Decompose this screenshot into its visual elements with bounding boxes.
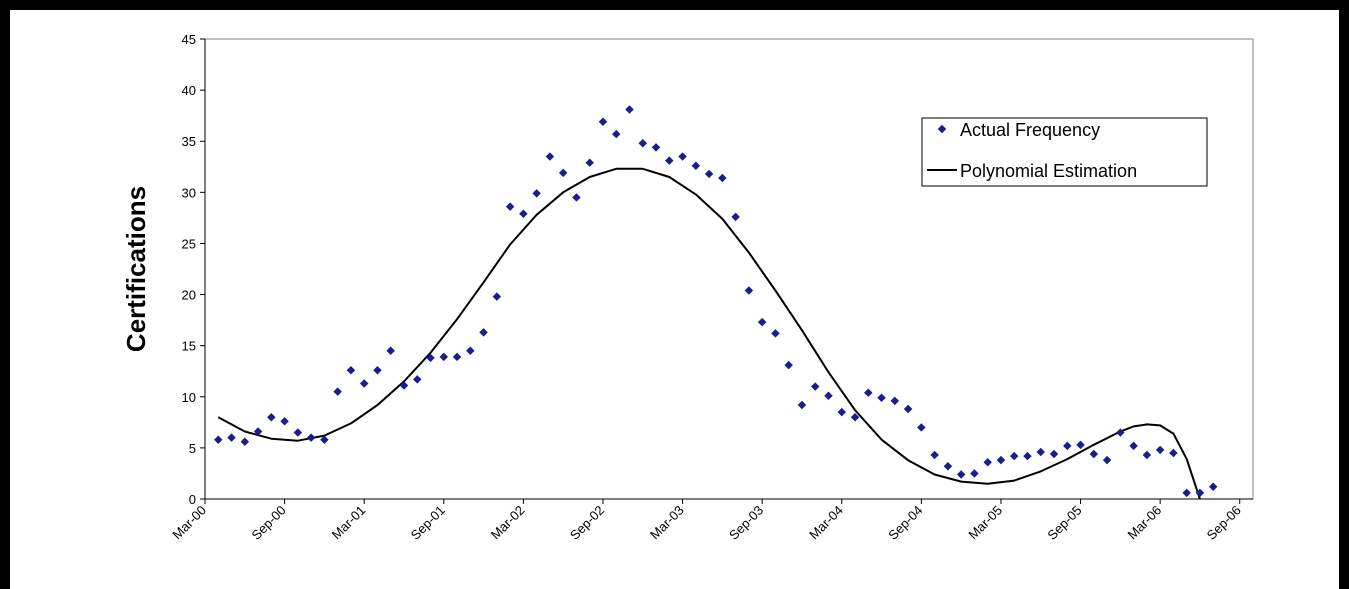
x-tick-label: Sep-00 <box>248 503 288 543</box>
x-axis-ticks: Mar-00 Sep-00 Mar-01 Sep-01 Mar-02 Sep-02 Mar-… <box>169 499 1244 543</box>
actual-frequency-point <box>492 292 502 301</box>
actual-frequency-point <box>466 346 475 356</box>
actual-frequency-point <box>877 393 886 403</box>
y-tick-label: 15 <box>182 339 196 354</box>
actual-frequency-point <box>903 404 913 414</box>
actual-frequency-point <box>320 435 329 444</box>
y-tick-label: 5 <box>189 441 196 456</box>
actual-frequency-point <box>983 457 992 467</box>
actual-frequency-point <box>479 328 488 337</box>
y-tick-label: 45 <box>182 32 196 47</box>
actual-frequency-point <box>426 353 435 363</box>
legend-label-actual: Actual Frequency <box>960 120 1100 140</box>
actual-frequency-point <box>293 428 303 437</box>
x-tick-label: Mar-06 <box>1125 503 1165 543</box>
actual-frequency-point <box>917 423 926 432</box>
actual-frequency-point <box>864 388 873 397</box>
actual-frequency-point <box>359 379 369 388</box>
actual-frequency-point <box>744 286 754 295</box>
legend: Actual Frequency Polynomial Estimation <box>921 117 1208 187</box>
actual-frequency-point <box>1036 447 1045 457</box>
actual-frequency-point <box>505 202 515 211</box>
polynomial-estimation-line <box>217 167 1201 500</box>
actual-frequency-point <box>386 346 395 356</box>
actual-frequency-point <box>1049 449 1059 459</box>
actual-frequency-point <box>1023 451 1032 461</box>
actual-frequency-point <box>837 407 847 417</box>
y-tick-label: 10 <box>182 390 196 405</box>
actual-frequency-point <box>333 387 342 396</box>
actual-frequency-point <box>956 470 966 479</box>
actual-frequency-point <box>1089 449 1099 459</box>
actual-frequency-point <box>227 433 236 442</box>
actual-frequency-point <box>810 382 820 391</box>
actual-frequency-point <box>784 360 793 370</box>
x-tick-label: Mar-04 <box>806 503 846 543</box>
actual-frequency-point <box>1063 441 1072 451</box>
chart: 0 5 10 15 20 25 30 35 40 45 Mar-00 Sep-00 Mar-01 Sep… <box>121 32 1254 543</box>
x-tick-label: Mar-00 <box>169 503 209 543</box>
y-tick-label: 0 <box>189 492 196 507</box>
actual-frequency-point <box>306 433 316 442</box>
actual-frequency-point <box>452 352 462 362</box>
x-tick-label: Sep-02 <box>567 503 607 543</box>
y-axis-label: Certifications <box>121 186 151 352</box>
x-tick-label: Sep-01 <box>408 503 448 543</box>
x-tick-label: Sep-05 <box>1044 503 1084 543</box>
actual-frequency-point <box>240 437 250 446</box>
actual-frequency-point <box>1169 448 1178 458</box>
actual-frequency-point <box>943 462 953 471</box>
actual-frequency-point <box>253 427 263 436</box>
x-tick-label: Mar-01 <box>329 503 369 543</box>
actual-frequency-point <box>970 469 979 478</box>
actual-frequency-point <box>280 417 289 426</box>
actual-frequency-point <box>850 412 860 422</box>
y-axis-ticks: 0 5 10 15 20 25 30 35 40 45 <box>182 32 205 507</box>
actual-frequency-point <box>1155 445 1165 455</box>
actual-frequency-point <box>1182 488 1191 498</box>
actual-frequency-point <box>267 412 276 422</box>
actual-frequency-point <box>890 396 900 406</box>
actual-frequency-point <box>1102 455 1112 465</box>
actual-frequency-point <box>413 375 422 384</box>
actual-frequency-point <box>214 435 223 444</box>
actual-frequency-point <box>1208 482 1218 491</box>
actual-frequency-point <box>1195 488 1205 498</box>
plot-content <box>214 105 1218 500</box>
actual-frequency-point <box>373 365 382 375</box>
chart-frame: 0 5 10 15 20 25 30 35 40 45 Mar-00 Sep-00 Mar-01 Sep… <box>10 10 1339 589</box>
actual-frequency-point <box>1009 451 1019 461</box>
actual-frequency-point <box>797 400 807 410</box>
actual-frequency-point <box>346 365 356 375</box>
actual-frequency-point <box>1076 440 1085 450</box>
x-tick-label: Mar-02 <box>488 503 528 543</box>
x-tick-label: Mar-05 <box>965 503 1005 543</box>
actual-frequency-point <box>1142 450 1152 460</box>
legend-box <box>921 117 1208 187</box>
actual-frequency-point <box>930 450 939 460</box>
actual-frequency-point <box>399 381 409 390</box>
legend-label-polynomial: Polynomial Estimation <box>960 161 1137 181</box>
y-tick-label: 40 <box>182 83 196 98</box>
actual-frequency-point <box>757 317 767 327</box>
y-tick-label: 25 <box>182 236 196 251</box>
actual-frequency-point <box>771 329 780 338</box>
y-tick-label: 20 <box>182 288 196 303</box>
x-tick-label: Sep-04 <box>885 503 925 543</box>
actual-frequency-point <box>1116 428 1125 437</box>
x-tick-label: Sep-06 <box>1204 503 1244 543</box>
x-tick-label: Sep-03 <box>726 503 766 543</box>
y-tick-label: 35 <box>182 134 196 149</box>
plot-area <box>204 38 1254 500</box>
actual-frequency-point <box>439 352 449 362</box>
y-tick-label: 30 <box>182 185 196 200</box>
actual-frequency-point <box>824 391 833 400</box>
actual-frequency-point <box>1129 441 1138 451</box>
x-tick-label: Mar-03 <box>647 503 687 543</box>
actual-frequency-point <box>996 455 1006 465</box>
